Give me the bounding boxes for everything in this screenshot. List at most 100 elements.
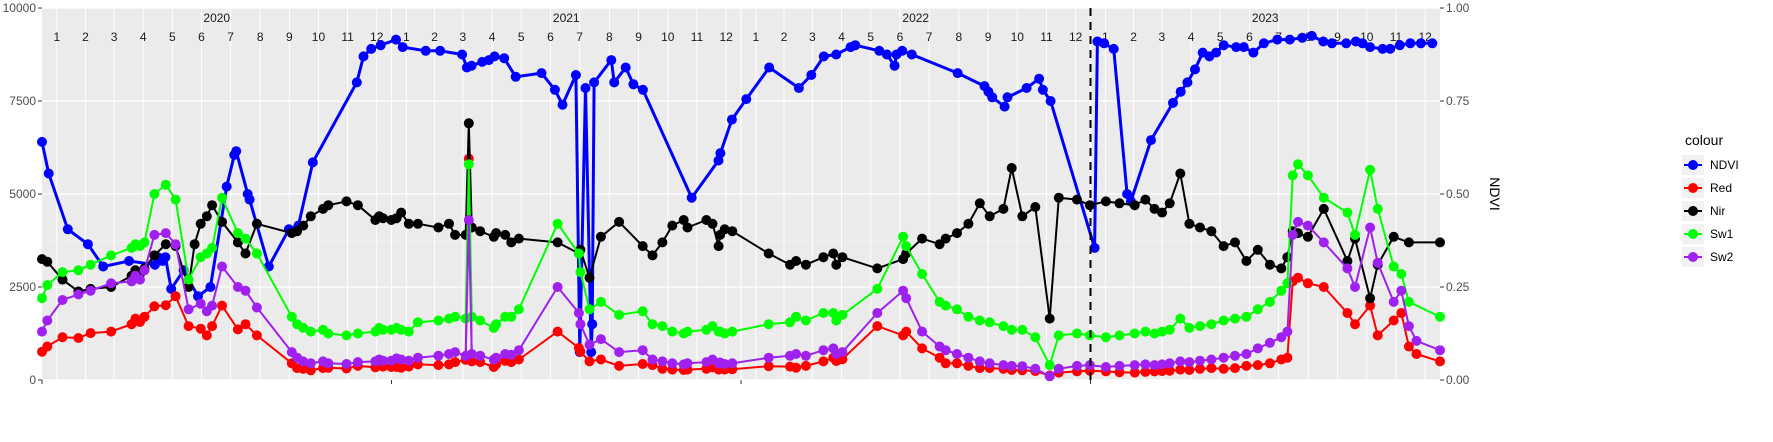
data-point-ndvi [1258, 38, 1269, 49]
data-point-sw2 [719, 359, 730, 369]
y-tick-label-right: 0.50 [1446, 187, 1470, 201]
data-point-sw2 [506, 349, 517, 360]
month-label: 12 [719, 30, 733, 44]
data-point-ndvi [1045, 96, 1056, 106]
data-point-ndvi [881, 49, 892, 60]
data-point-nir [1276, 263, 1287, 274]
data-point-ndvi [1034, 73, 1045, 84]
data-point-red [1435, 356, 1445, 367]
data-point-sw1 [952, 304, 962, 315]
data-point-red [1206, 363, 1217, 374]
series-layer [37, 30, 1445, 382]
legend-label: Red [1710, 181, 1732, 195]
data-point-sw1 [232, 228, 243, 239]
data-point-red [584, 356, 595, 367]
data-point-sw2 [637, 345, 648, 356]
data-point-sw2 [1241, 349, 1252, 359]
data-point-ndvi [793, 83, 804, 93]
legend-label: NDVI [1710, 158, 1739, 172]
data-point-sw2 [135, 274, 145, 285]
data-point-ndvi [764, 62, 775, 73]
data-point-sw1 [378, 324, 388, 335]
data-point-sw1 [1302, 170, 1313, 181]
data-point-sw2 [42, 315, 53, 326]
data-point-sw1 [450, 311, 461, 322]
data-point-red [1184, 365, 1195, 375]
data-point-ndvi [570, 70, 581, 80]
data-point-nir [42, 256, 53, 267]
data-point-nir [837, 252, 848, 263]
data-point-ndvi [466, 60, 477, 71]
data-point-red [1195, 363, 1205, 374]
data-point-nir [719, 224, 730, 235]
data-point-sw2 [1293, 216, 1303, 227]
data-point-ndvi [850, 40, 861, 51]
y-tick-label-right: 1.00 [1446, 1, 1470, 15]
data-point-nir [1264, 259, 1275, 270]
data-point-ndvi [1377, 43, 1388, 54]
data-point-sw1 [614, 309, 625, 320]
series-sw1 [37, 159, 1445, 371]
data-point-red [595, 354, 606, 365]
data-point-ndvi [1108, 43, 1119, 54]
data-point-sw1 [898, 231, 909, 242]
data-point-nir [1030, 202, 1041, 212]
month-label: 6 [198, 30, 205, 44]
data-point-red [139, 311, 150, 322]
data-point-ndvi [831, 49, 842, 60]
data-point-ndvi [1297, 32, 1308, 43]
data-point-ndvi [1405, 38, 1416, 49]
data-point-sw1 [828, 308, 839, 318]
data-point-sw2 [1230, 350, 1240, 361]
data-point-sw1 [298, 322, 309, 333]
data-point-sw2 [1149, 360, 1160, 371]
data-point-sw2 [217, 261, 227, 272]
data-point-sw1 [1030, 332, 1041, 343]
data-point-red [106, 326, 117, 337]
data-point-nir [149, 250, 160, 261]
data-point-sw1 [727, 326, 738, 337]
data-point-nir [323, 200, 334, 211]
data-point-sw2 [378, 355, 388, 366]
data-point-nir [667, 220, 678, 231]
data-point-red [1241, 360, 1252, 371]
month-label: 1 [752, 30, 759, 44]
month-label: 9 [985, 30, 992, 44]
data-point-nir [1252, 244, 1263, 255]
data-point-sw1 [217, 192, 227, 203]
data-point-ndvi [1306, 30, 1317, 41]
data-point-red [1403, 341, 1414, 352]
data-point-sw2 [106, 278, 117, 289]
data-point-ndvi [1175, 86, 1186, 97]
data-point-sw2 [791, 349, 802, 359]
data-point-red [160, 300, 171, 311]
data-point-red [149, 301, 160, 312]
data-point-nir [791, 256, 802, 266]
series-sw2 [37, 215, 1445, 382]
data-point-red [940, 358, 951, 369]
data-point-sw1 [475, 315, 486, 326]
legend-label: Sw2 [1710, 250, 1734, 264]
data-point-ndvi [82, 239, 93, 250]
data-point-nir [1184, 218, 1195, 229]
data-point-ndvi [1326, 38, 1337, 49]
data-point-ndvi [1238, 42, 1249, 53]
year-label: 2023 [1252, 11, 1279, 25]
legend-key-point [1688, 229, 1698, 239]
data-point-sw1 [1129, 328, 1140, 339]
data-point-sw2 [1044, 371, 1055, 382]
data-point-sw2 [1206, 354, 1217, 365]
data-point-sw2 [614, 347, 625, 358]
data-point-sw1 [1164, 324, 1175, 335]
data-point-ndvi [1284, 34, 1295, 45]
data-point-sw1 [1372, 203, 1383, 214]
data-point-ndvi [952, 68, 963, 79]
data-point-sw2 [412, 352, 423, 363]
data-point-sw2 [1388, 296, 1399, 307]
data-point-sw2 [232, 282, 243, 292]
data-point-sw2 [573, 308, 584, 318]
data-point-ndvi [1168, 97, 1178, 108]
data-point-sw1 [412, 317, 423, 328]
data-point-nir [940, 233, 951, 244]
data-point-sw2 [1365, 222, 1376, 233]
